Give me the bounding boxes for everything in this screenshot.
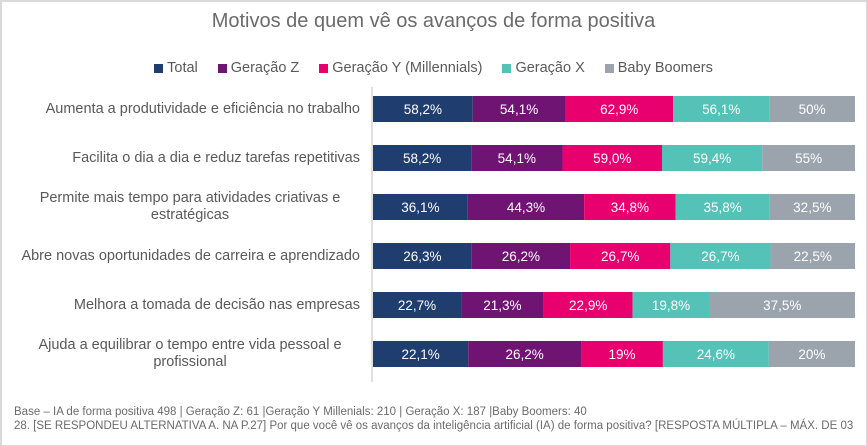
data-label: 44,3% — [507, 200, 545, 215]
footer-base: Base – IA de forma positiva 498 | Geraçã… — [14, 406, 587, 418]
bar-segment — [468, 341, 582, 367]
bar-segment — [768, 341, 855, 367]
data-label: 26,7% — [701, 249, 739, 264]
legend-swatch-baby-boomers — [604, 63, 614, 73]
category-label-text: Permite mais tempo para atividades criat… — [39, 190, 341, 223]
legend-item-baby-boomers: Baby Boomers — [604, 60, 713, 76]
category-label-text: Melhora a tomada de decisão nas empresas — [73, 296, 360, 313]
category-label-text: Ajuda a equilibrar o tempo entre vida pe… — [38, 337, 342, 370]
bar-segment — [373, 96, 473, 122]
bar-segment — [762, 145, 855, 171]
bar-segment — [373, 194, 468, 220]
data-label: 35,8% — [703, 200, 741, 215]
bar-segment — [770, 243, 855, 269]
legend-item-geracao-y: Geração Y (Millennials) — [319, 60, 482, 76]
data-label: 22,9% — [569, 298, 607, 313]
bar-segment — [471, 145, 563, 171]
category-label: Abre novas oportunidades de carreira e a… — [8, 235, 360, 277]
data-label: 59,0% — [593, 151, 631, 166]
legend-swatch-geracao-z — [217, 63, 227, 73]
bar-segment — [543, 292, 633, 318]
bar-segment — [570, 243, 671, 269]
chart-title: Motivos de quem vê os avanços de forma p… — [211, 10, 656, 32]
data-label: 56,1% — [702, 102, 740, 117]
legend-label: Baby Boomers — [617, 60, 713, 76]
bar-segment — [584, 194, 676, 220]
data-label: 54,1% — [498, 151, 536, 166]
data-label: 32,5% — [793, 200, 831, 215]
data-label: 19% — [608, 347, 635, 362]
data-label: 59,4% — [693, 151, 731, 166]
category-label: Melhora a tomada de decisão nas empresas — [8, 284, 360, 326]
data-label: 22,1% — [401, 347, 439, 362]
category-label: Facilita o dia a dia e reduz tarefas rep… — [8, 137, 360, 179]
bar-segment — [565, 96, 674, 122]
data-label: 26,2% — [502, 249, 540, 264]
bar-segment — [673, 96, 770, 122]
bar-segment — [709, 292, 855, 318]
data-label: 62,9% — [600, 102, 638, 117]
data-label: 20% — [798, 347, 825, 362]
data-label: 55% — [795, 151, 822, 166]
footer: Base – IA de forma positiva 498 | Geraçã… — [14, 405, 853, 433]
data-label: 26,2% — [505, 347, 543, 362]
category-label: Aumenta a produtividade e eficiência no … — [8, 88, 360, 130]
legend-label: Geração Z — [230, 60, 300, 76]
legend-item-geracao-x: Geração X — [502, 60, 585, 76]
bar-segment — [471, 243, 571, 269]
bar-segment — [662, 341, 769, 367]
data-label: 34,8% — [611, 200, 649, 215]
category-label: Ajuda a equilibrar o tempo entre vida pe… — [8, 333, 360, 375]
bar-segment — [581, 341, 663, 367]
data-label: 26,7% — [601, 249, 639, 264]
bar-segment — [373, 145, 472, 171]
legend-swatch-geracao-y — [319, 63, 329, 73]
data-label: 54,1% — [500, 102, 538, 117]
data-label: 22,5% — [794, 249, 832, 264]
category-label-text: Facilita o dia a dia e reduz tarefas rep… — [72, 149, 360, 166]
data-label: 58,2% — [404, 102, 442, 117]
bar-segment — [373, 292, 462, 318]
legend-label: Total — [167, 60, 198, 76]
legend-swatch-geracao-x — [502, 63, 512, 73]
legend: Total Geração Z Geração Y (Millennials) … — [0, 60, 867, 76]
bar-segment — [661, 145, 763, 171]
bar-segment — [769, 96, 855, 122]
legend-label: Geração Y (Millennials) — [332, 60, 483, 76]
data-label: 37,5% — [763, 298, 801, 313]
data-label: 19,8% — [652, 298, 690, 313]
bar-segment — [472, 96, 566, 122]
data-label: 58,2% — [403, 151, 441, 166]
bar-segment — [632, 292, 710, 318]
data-label: 36,1% — [401, 200, 439, 215]
bar-segment — [675, 194, 770, 220]
data-label: 21,3% — [483, 298, 521, 313]
bar-segment — [670, 243, 771, 269]
bar-segment — [562, 145, 662, 171]
bar-segment — [461, 292, 544, 318]
category-axis-line — [371, 87, 373, 382]
bar-segment — [373, 243, 472, 269]
bar-segment — [769, 194, 855, 220]
legend-item-geracao-z: Geração Z — [217, 60, 300, 76]
bar-segment — [373, 341, 469, 367]
category-label-text: Abre novas oportunidades de carreira e a… — [21, 247, 360, 264]
category-label-text: Aumenta a produtividade e eficiência no … — [45, 100, 360, 117]
legend-item-total: Total — [154, 60, 198, 76]
data-label: 22,7% — [398, 298, 436, 313]
category-label: Permite mais tempo para atividades criat… — [8, 186, 360, 228]
footer-question: 28. [SE RESPONDEU ALTERNATIVA A. NA P.27… — [14, 420, 854, 432]
data-label: 26,3% — [403, 249, 441, 264]
data-label: 50% — [799, 102, 826, 117]
data-label: 24,6% — [697, 347, 735, 362]
bar-segment — [467, 194, 585, 220]
legend-label: Geração X — [515, 60, 585, 76]
legend-swatch-total — [154, 63, 164, 73]
